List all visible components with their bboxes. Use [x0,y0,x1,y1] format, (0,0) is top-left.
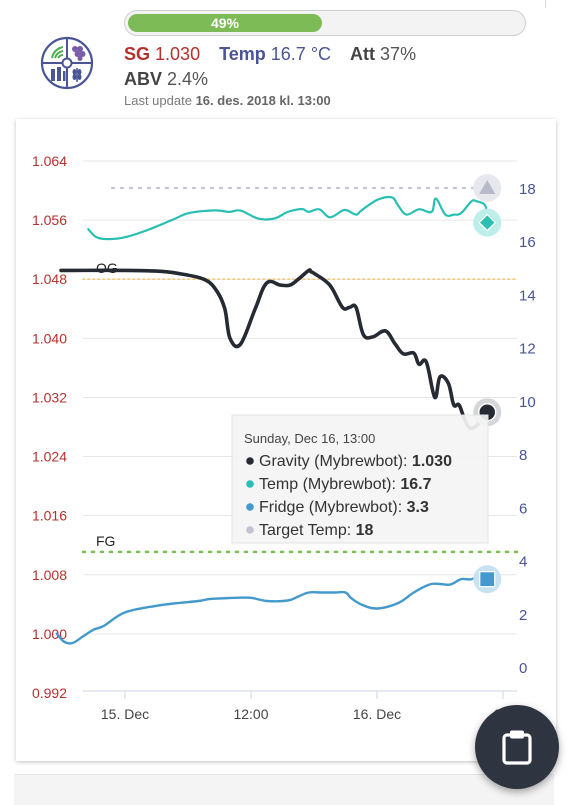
y-right-tick-label: 0 [519,660,527,677]
chart-card: 1.064 1.056 1.048 1.040 1.032 1.024 1.016 1.008… [16,119,556,761]
y-left-tick-label: 1.048 [32,271,67,287]
progress-fill [128,14,322,32]
series-line-fridge [55,571,489,645]
sg-value: 1.030 [155,44,201,64]
temp-value: 16.7 °C [270,44,332,64]
progress-label: 49% [210,15,240,31]
series-line-gravity [59,268,490,431]
tooltip-dot [246,526,254,534]
marker-diamond [478,213,497,232]
stats-line-2: ABV 2.4% [124,69,208,90]
tooltip-row-label: Fridge (Mybrewbot): 3.3 [259,499,429,516]
next-card [14,774,554,805]
x-tick-label: 15. Dec [101,706,149,722]
y-right-tick-label: 4 [519,554,527,571]
fermentation-chart[interactable]: 1.064 1.056 1.048 1.040 1.032 1.024 1.016 1.008… [16,119,556,761]
tooltip-row-label: Target Temp: 18 [259,522,374,539]
y-right-tick-label: 6 [519,500,527,517]
tooltip-row-value: 16.7 [400,476,431,493]
y-left-tick-label: 1.056 [32,212,67,228]
x-tick-label: 16. Dec [353,706,401,722]
top-divider [545,0,546,8]
tooltip-dot [246,503,254,511]
stats-line-1: SG 1.030 Temp 16.7 °C Att 37% [124,44,416,65]
marker-triangle [479,180,496,194]
y-left-tick-label: 1.016 [32,508,67,524]
sg-label: SG [124,44,151,64]
last-update-value: 16. des. 2018 kl. 13:00 [195,93,331,108]
attenuation-label: Att [350,44,376,64]
y-right-tick-label: 10 [519,394,536,411]
tooltip-row-value: 3.3 [407,499,429,516]
y-right-tick-label: 16 [519,234,536,251]
clipboard-icon [502,730,532,765]
tooltip-row-label: Temp (Mybrewbot): 16.7 [259,476,432,493]
marker-square [479,571,496,588]
y-left-tick-label: 1.000 [32,626,67,642]
series-line-temp [87,195,489,241]
abv-label: ABV [124,69,163,89]
last-update: Last update 16. des. 2018 kl. 13:00 [124,93,331,108]
y-left-tick-label: 1.024 [32,449,67,465]
last-update-prefix: Last update [124,93,192,108]
temp-label: Temp [219,44,266,64]
y-right-tick-label: 8 [519,447,527,464]
brewery-logo [40,36,94,90]
y-right-tick-label: 14 [519,287,536,304]
y-left-tick-label: 1.040 [32,330,67,346]
tooltip-dot [246,480,254,488]
x-tick-label: 12:00 [233,706,268,722]
tooltip-dot [246,457,254,465]
attenuation-value: 37% [380,44,417,64]
clipboard-button[interactable] [475,705,559,789]
tooltip-header: Sunday, Dec 16, 13:00 [244,431,375,446]
y-right-tick-label: 12 [519,341,536,358]
fermentation-progress-bar: 49% [124,10,526,36]
y-left-tick-label: 0.992 [32,685,67,701]
tooltip-row-label: Gravity (Mybrewbot): 1.030 [259,453,452,470]
reference-label-og: OG [96,260,118,276]
y-right-tick-label: 18 [519,181,536,198]
tooltip-row-value: 18 [356,522,374,539]
y-right-tick-label: 2 [519,607,527,624]
tooltip-row-value: 1.030 [412,453,452,470]
abv-value: 2.4% [167,69,209,89]
y-left-tick-label: 1.032 [32,389,67,405]
tooltip: Sunday, Dec 16, 13:00 Gravity (Mybrewbot)… [231,414,489,544]
y-left-tick-label: 1.008 [32,567,67,583]
reference-label-fg: FG [96,533,115,549]
y-left-tick-label: 1.064 [32,153,67,169]
tooltip-box [231,414,489,544]
